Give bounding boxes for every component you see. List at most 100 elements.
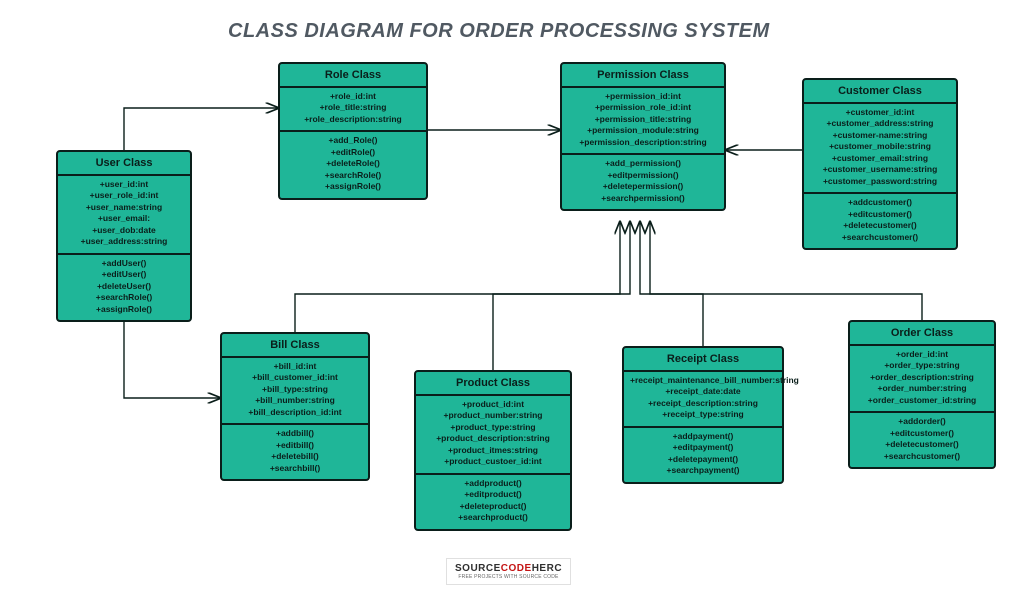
class-method-line: +deletecustomer() bbox=[856, 439, 988, 450]
class-attrs: +role_id:int+role_title:string+role_desc… bbox=[280, 88, 426, 132]
class-methods: +addpayment()+editpayment()+deletepaymen… bbox=[624, 428, 782, 482]
class-method-line: +deleteUser() bbox=[64, 281, 184, 292]
class-product: Product Class +product_id:int+product_nu… bbox=[414, 370, 572, 531]
class-method-line: +editRole() bbox=[286, 147, 420, 158]
class-method-line: +editpayment() bbox=[630, 442, 776, 453]
class-attr-line: +receipt_maintenance_bill_number:string bbox=[630, 375, 776, 386]
footer-word-a: SOURCE bbox=[455, 563, 501, 574]
class-title: User Class bbox=[58, 152, 190, 176]
footer-word-b: CODE bbox=[501, 563, 532, 574]
class-methods: +addcustomer()+editcustomer()+deletecust… bbox=[804, 194, 956, 248]
class-attrs: +bill_id:int+bill_customer_id:int+bill_t… bbox=[222, 358, 368, 425]
class-attr-line: +bill_description_id:int bbox=[228, 407, 362, 418]
class-attr-line: +user_id:int bbox=[64, 179, 184, 190]
class-user: User Class +user_id:int+user_role_id:int… bbox=[56, 150, 192, 322]
class-method-line: +searchRole() bbox=[286, 170, 420, 181]
class-method-line: +add_Role() bbox=[286, 135, 420, 146]
class-role: Role Class +role_id:int+role_title:strin… bbox=[278, 62, 428, 200]
class-attr-line: +role_title:string bbox=[286, 102, 420, 113]
class-title: Bill Class bbox=[222, 334, 368, 358]
class-method-line: +addUser() bbox=[64, 258, 184, 269]
class-attr-line: +product_number:string bbox=[422, 410, 564, 421]
class-methods: +add_Role()+editRole()+deleteRole()+sear… bbox=[280, 132, 426, 197]
class-methods: +addproduct()+editproduct()+deleteproduc… bbox=[416, 475, 570, 529]
class-methods: +add_permission()+editpermission()+delet… bbox=[562, 155, 724, 209]
class-title: Role Class bbox=[280, 64, 426, 88]
class-attrs: +product_id:int+product_number:string+pr… bbox=[416, 396, 570, 475]
class-title: Receipt Class bbox=[624, 348, 782, 372]
class-attr-line: +order_customer_id:string bbox=[856, 395, 988, 406]
class-method-line: +editbill() bbox=[228, 440, 362, 451]
edge-product-to-permission bbox=[493, 222, 630, 370]
class-attr-line: +receipt_type:string bbox=[630, 409, 776, 420]
class-attr-line: +customer-name:string bbox=[810, 130, 950, 141]
class-attr-line: +customer_email:string bbox=[810, 153, 950, 164]
class-method-line: +addbill() bbox=[228, 428, 362, 439]
class-method-line: +editcustomer() bbox=[810, 209, 950, 220]
class-method-line: +addorder() bbox=[856, 416, 988, 427]
edge-user-to-bill bbox=[124, 320, 220, 398]
class-method-line: +assignRole() bbox=[286, 181, 420, 192]
class-method-line: +searchcustomer() bbox=[810, 232, 950, 243]
class-attr-line: +bill_id:int bbox=[228, 361, 362, 372]
class-method-line: +searchcustomer() bbox=[856, 451, 988, 462]
class-attr-line: +customer_username:string bbox=[810, 164, 950, 175]
class-attr-line: +order_type:string bbox=[856, 360, 988, 371]
class-method-line: +searchpayment() bbox=[630, 465, 776, 476]
footer-word-c: HERC bbox=[532, 563, 562, 574]
class-attr-line: +user_address:string bbox=[64, 236, 184, 247]
class-attr-line: +user_dob:date bbox=[64, 225, 184, 236]
class-attrs: +order_id:int+order_type:string+order_de… bbox=[850, 346, 994, 413]
class-attr-line: +customer_password:string bbox=[810, 176, 950, 187]
class-method-line: +deleteproduct() bbox=[422, 501, 564, 512]
class-method-line: +add_permission() bbox=[568, 158, 718, 169]
class-attr-line: +product_description:string bbox=[422, 433, 564, 444]
class-method-line: +searchproduct() bbox=[422, 512, 564, 523]
class-attrs: +user_id:int+user_role_id:int+user_name:… bbox=[58, 176, 190, 255]
class-attr-line: +user_name:string bbox=[64, 202, 184, 213]
class-method-line: +editproduct() bbox=[422, 489, 564, 500]
class-method-line: +deletecustomer() bbox=[810, 220, 950, 231]
class-method-line: +searchpermission() bbox=[568, 193, 718, 204]
class-attrs: +customer_id:int+customer_address:string… bbox=[804, 104, 956, 194]
class-method-line: +deleteRole() bbox=[286, 158, 420, 169]
class-method-line: +editpermission() bbox=[568, 170, 718, 181]
class-attrs: +permission_id:int+permission_role_id:in… bbox=[562, 88, 724, 155]
class-attr-line: +permission_module:string bbox=[568, 125, 718, 136]
class-attr-line: +user_role_id:int bbox=[64, 190, 184, 201]
class-attr-line: +bill_number:string bbox=[228, 395, 362, 406]
class-attr-line: +permission_title:string bbox=[568, 114, 718, 125]
class-attr-line: +role_id:int bbox=[286, 91, 420, 102]
class-attr-line: +permission_description:string bbox=[568, 137, 718, 148]
class-method-line: +searchRole() bbox=[64, 292, 184, 303]
class-attr-line: +product_custoer_id:int bbox=[422, 456, 564, 467]
class-methods: +addUser()+editUser()+deleteUser()+searc… bbox=[58, 255, 190, 320]
class-method-line: +addpayment() bbox=[630, 431, 776, 442]
class-bill: Bill Class +bill_id:int+bill_customer_id… bbox=[220, 332, 370, 481]
class-method-line: +addcustomer() bbox=[810, 197, 950, 208]
class-attr-line: +customer_mobile:string bbox=[810, 141, 950, 152]
class-attr-line: +order_number:string bbox=[856, 383, 988, 394]
class-methods: +addorder()+editcustomer()+deletecustome… bbox=[850, 413, 994, 467]
edge-user-to-role bbox=[124, 108, 278, 150]
class-attr-line: +permission_id:int bbox=[568, 91, 718, 102]
class-attr-line: +user_email: bbox=[64, 213, 184, 224]
class-attr-line: +order_description:string bbox=[856, 372, 988, 383]
class-method-line: +assignRole() bbox=[64, 304, 184, 315]
class-receipt: Receipt Class +receipt_maintenance_bill_… bbox=[622, 346, 784, 484]
class-attr-line: +role_description:string bbox=[286, 114, 420, 125]
class-methods: +addbill()+editbill()+deletebill()+searc… bbox=[222, 425, 368, 479]
class-attrs: +receipt_maintenance_bill_number:string+… bbox=[624, 372, 782, 428]
class-attr-line: +customer_id:int bbox=[810, 107, 950, 118]
class-method-line: +editUser() bbox=[64, 269, 184, 280]
class-attr-line: +product_type:string bbox=[422, 422, 564, 433]
class-title: Permission Class bbox=[562, 64, 724, 88]
diagram-title: CLASS DIAGRAM FOR ORDER PROCESSING SYSTE… bbox=[228, 20, 770, 43]
class-attr-line: +receipt_date:date bbox=[630, 386, 776, 397]
class-method-line: +deletebill() bbox=[228, 451, 362, 462]
class-customer: Customer Class +customer_id:int+customer… bbox=[802, 78, 958, 250]
class-attr-line: +permission_role_id:int bbox=[568, 102, 718, 113]
class-method-line: +deletepermission() bbox=[568, 181, 718, 192]
class-attr-line: +product_itmes:string bbox=[422, 445, 564, 456]
class-attr-line: +customer_address:string bbox=[810, 118, 950, 129]
